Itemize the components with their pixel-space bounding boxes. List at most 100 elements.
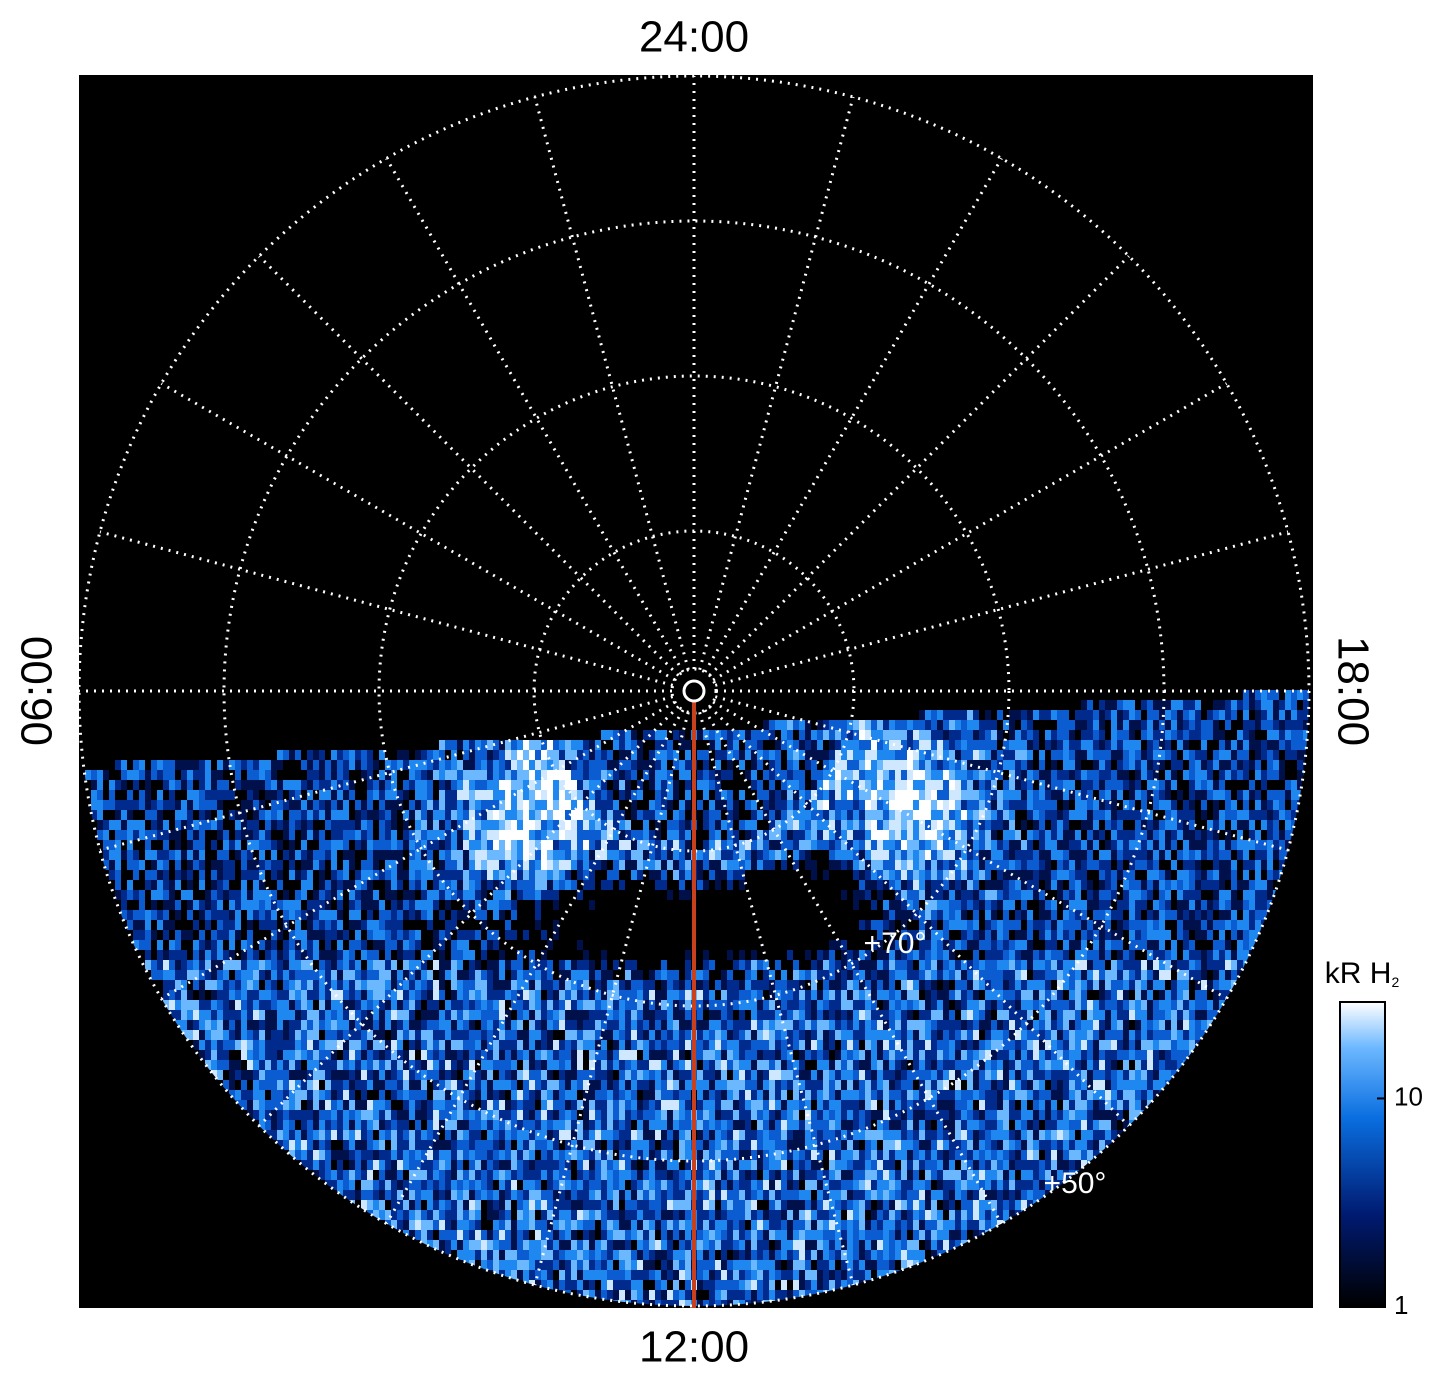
emission-cell [607,820,613,830]
emission-cell [187,1030,193,1040]
emission-cell [1255,800,1261,810]
emission-cell [613,820,619,830]
emission-cell [937,1040,943,1050]
emission-cell [445,1030,451,1040]
emission-cell [817,790,823,800]
emission-cell [937,910,943,920]
emission-cell [535,980,541,990]
emission-cell [991,830,997,840]
emission-cell [157,860,163,870]
emission-cell [277,790,283,800]
emission-cell [553,900,559,910]
emission-cell [841,770,847,780]
emission-cell [1201,870,1207,880]
emission-cell [529,750,535,760]
emission-cell [433,900,439,910]
emission-cell [1249,910,1255,920]
emission-cell [1081,1040,1087,1050]
emission-cell [1231,820,1237,830]
emission-cell [1183,1020,1189,1030]
emission-cell [1063,860,1069,870]
emission-cell [967,960,973,970]
emission-cell [439,750,445,760]
emission-cell [799,740,805,750]
emission-cell [1063,970,1069,980]
emission-cell [751,780,757,790]
emission-cell [655,850,661,860]
emission-cell [349,980,355,990]
emission-cell [511,740,517,750]
emission-cell [409,1020,415,1030]
emission-cell [517,960,523,970]
emission-cell [469,830,475,840]
emission-cell [325,910,331,920]
emission-cell [553,790,559,800]
emission-cell [883,910,889,920]
emission-cell [967,920,973,930]
emission-cell [907,820,913,830]
emission-cell [541,800,547,810]
emission-cell [319,1010,325,1020]
emission-cell [997,770,1003,780]
emission-cell [205,770,211,780]
emission-cell [1033,730,1039,740]
emission-cell [637,1040,643,1050]
emission-cell [883,820,889,830]
emission-cell [439,1030,445,1040]
emission-cell [1141,890,1147,900]
emission-cell [421,1010,427,1020]
emission-cell [457,930,463,940]
emission-cell [817,780,823,790]
emission-cell [967,1040,973,1050]
emission-cell [361,870,367,880]
emission-cell [751,1000,757,1010]
emission-cell [1225,900,1231,910]
emission-cell [217,1040,223,1050]
emission-cell [985,720,991,730]
emission-cell [187,850,193,860]
emission-cell [1087,730,1093,740]
emission-cell [1195,910,1201,920]
emission-cell [1165,800,1171,810]
emission-cell [253,870,259,880]
emission-cell [685,970,691,980]
emission-cell [385,790,391,800]
emission-cell [409,880,415,890]
emission-cell [433,960,439,970]
emission-cell [559,1010,565,1020]
emission-cell [613,780,619,790]
emission-cell [1213,950,1219,960]
emission-cell [661,1030,667,1040]
emission-cell [775,740,781,750]
emission-cell [1087,780,1093,790]
emission-cell [1177,1040,1183,1050]
emission-cell [1177,720,1183,730]
emission-cell [607,880,613,890]
emission-cell [1069,880,1075,890]
emission-cell [349,900,355,910]
emission-cell [487,780,493,790]
emission-cell [121,820,127,830]
emission-cell [1045,920,1051,930]
emission-cell [325,890,331,900]
emission-cell [457,830,463,840]
emission-cell [973,810,979,820]
emission-cell [1237,730,1243,740]
emission-cell [235,960,241,970]
emission-cell [649,980,655,990]
emission-cell [1051,810,1057,820]
emission-cell [673,1030,679,1040]
emission-cell [571,750,577,760]
emission-cell [211,840,217,850]
emission-cell [1273,700,1279,710]
emission-cell [847,1040,853,1050]
emission-cell [895,870,901,880]
emission-cell [997,840,1003,850]
emission-cell [913,780,919,790]
emission-cell [1267,810,1273,820]
emission-cell [391,1030,397,1040]
emission-cell [169,880,175,890]
emission-cell [1015,850,1021,860]
emission-cell [697,1040,703,1050]
emission-cell [265,1010,271,1020]
